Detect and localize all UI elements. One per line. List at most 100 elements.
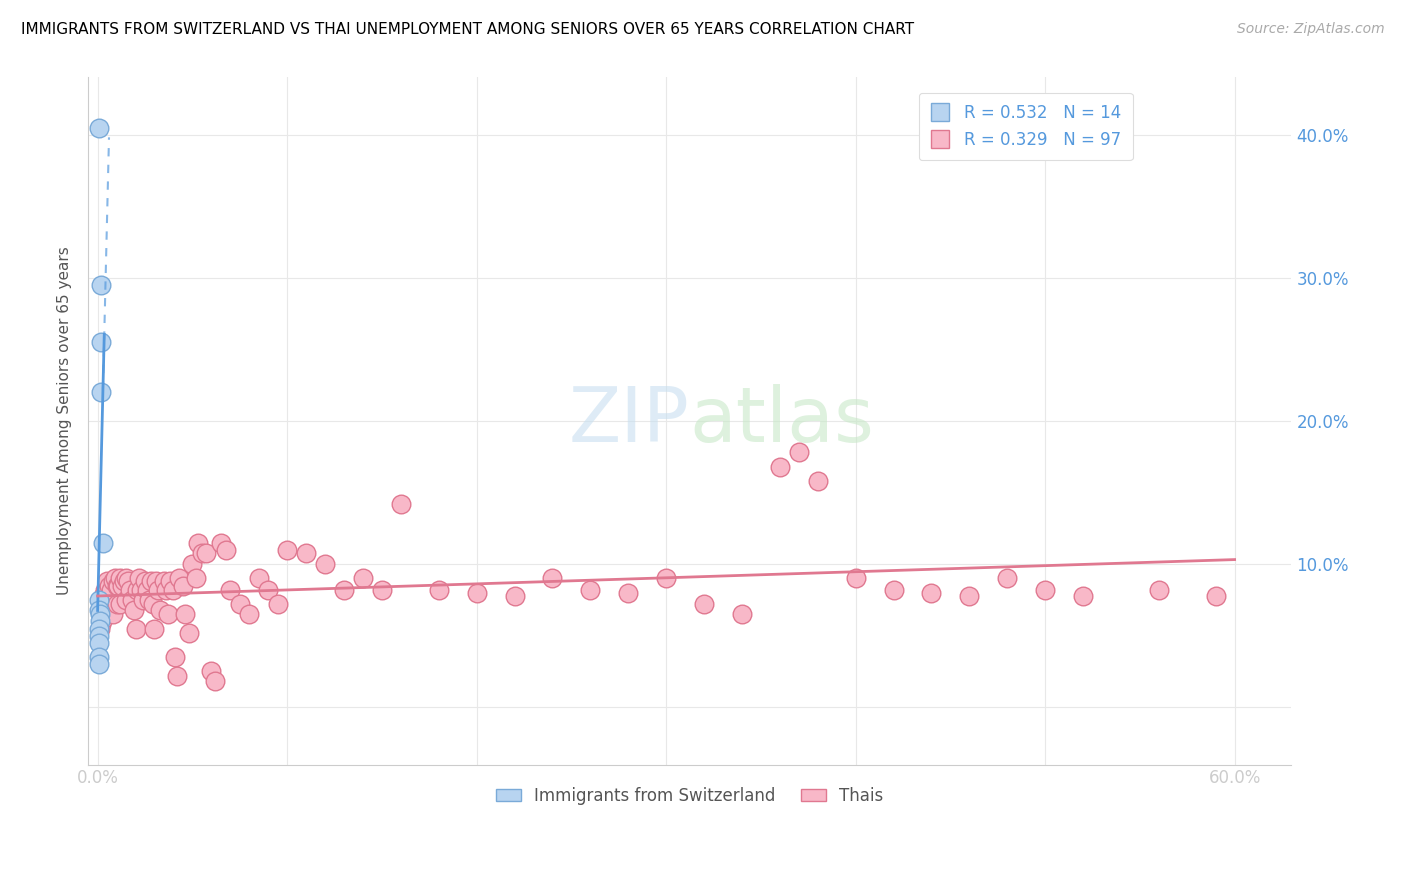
Point — [90, 335, 112, 350]
Point — [276, 542, 298, 557]
Point — [465, 586, 488, 600]
Point — [138, 593, 160, 607]
Legend: Immigrants from Switzerland, Thais: Immigrants from Switzerland, Thais — [486, 777, 893, 814]
Point — [209, 535, 232, 549]
Point — [124, 622, 146, 636]
Point — [191, 546, 214, 560]
Point — [787, 445, 810, 459]
Point — [167, 571, 190, 585]
Point — [266, 597, 288, 611]
Point — [89, 615, 111, 629]
Point — [173, 607, 195, 622]
Point — [159, 574, 181, 589]
Point — [87, 657, 110, 672]
Point — [427, 582, 450, 597]
Point — [187, 535, 209, 549]
Point — [229, 597, 252, 611]
Point — [90, 597, 112, 611]
Point — [149, 603, 172, 617]
Point — [1147, 582, 1170, 597]
Point — [145, 574, 167, 589]
Point — [87, 636, 110, 650]
Point — [172, 578, 194, 592]
Point — [91, 535, 114, 549]
Point — [96, 574, 118, 589]
Point — [177, 625, 200, 640]
Point — [920, 586, 942, 600]
Text: atlas: atlas — [690, 384, 875, 458]
Point — [257, 582, 280, 597]
Text: ZIP: ZIP — [569, 384, 690, 458]
Point — [143, 622, 166, 636]
Point — [617, 586, 640, 600]
Y-axis label: Unemployment Among Seniors over 65 years: Unemployment Among Seniors over 65 years — [58, 246, 72, 595]
Point — [1071, 589, 1094, 603]
Point — [89, 622, 111, 636]
Point — [148, 582, 170, 597]
Point — [122, 603, 145, 617]
Point — [295, 546, 318, 560]
Point — [219, 582, 242, 597]
Point — [132, 593, 155, 607]
Point — [371, 582, 394, 597]
Point — [128, 571, 150, 585]
Point — [314, 557, 336, 571]
Point — [90, 277, 112, 292]
Text: Source: ZipAtlas.com: Source: ZipAtlas.com — [1237, 22, 1385, 37]
Point — [541, 571, 564, 585]
Point — [215, 542, 238, 557]
Point — [957, 589, 980, 603]
Point — [87, 622, 110, 636]
Point — [110, 597, 132, 611]
Point — [186, 571, 208, 585]
Point — [104, 571, 127, 585]
Point — [100, 582, 122, 597]
Point — [87, 603, 110, 617]
Point — [139, 574, 162, 589]
Point — [91, 611, 114, 625]
Point — [105, 578, 128, 592]
Point — [142, 597, 165, 611]
Point — [162, 582, 184, 597]
Point — [352, 571, 374, 585]
Point — [238, 607, 260, 622]
Point — [995, 571, 1018, 585]
Point — [98, 603, 121, 617]
Point — [156, 607, 179, 622]
Point — [204, 674, 226, 689]
Point — [1205, 589, 1227, 603]
Point — [90, 617, 112, 632]
Point — [134, 574, 156, 589]
Point — [807, 474, 830, 488]
Point — [127, 582, 149, 597]
Point — [98, 578, 121, 592]
Point — [87, 650, 110, 665]
Point — [115, 593, 138, 607]
Point — [90, 385, 112, 400]
Point — [693, 597, 716, 611]
Point — [181, 557, 204, 571]
Point — [91, 589, 114, 603]
Point — [153, 574, 176, 589]
Point — [135, 582, 157, 597]
Point — [389, 497, 412, 511]
Point — [94, 607, 117, 622]
Point — [194, 546, 217, 560]
Point — [87, 593, 110, 607]
Point — [117, 574, 139, 589]
Point — [101, 574, 124, 589]
Point — [107, 578, 129, 592]
Point — [118, 582, 141, 597]
Point — [845, 571, 868, 585]
Point — [155, 582, 177, 597]
Point — [105, 597, 128, 611]
Point — [731, 607, 754, 622]
Point — [333, 582, 356, 597]
Point — [121, 593, 143, 607]
Point — [89, 603, 111, 617]
Point — [111, 578, 134, 592]
Point — [89, 607, 111, 622]
Point — [94, 582, 117, 597]
Point — [166, 669, 188, 683]
Point — [101, 607, 124, 622]
